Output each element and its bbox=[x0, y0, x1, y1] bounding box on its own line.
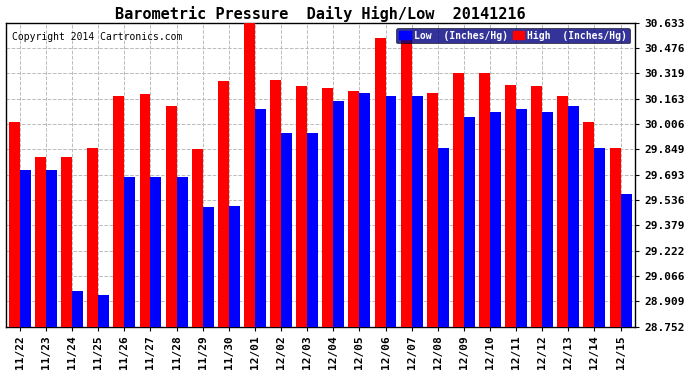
Bar bbox=[35, 158, 46, 327]
Bar bbox=[307, 133, 318, 327]
Bar bbox=[139, 94, 150, 327]
Bar bbox=[531, 86, 542, 327]
Bar bbox=[244, 23, 255, 327]
Bar bbox=[322, 88, 333, 327]
Bar bbox=[479, 73, 490, 327]
Bar bbox=[412, 96, 422, 327]
Bar bbox=[569, 106, 580, 327]
Bar bbox=[609, 148, 620, 327]
Bar bbox=[270, 80, 281, 327]
Bar bbox=[46, 170, 57, 327]
Bar bbox=[505, 85, 516, 327]
Bar bbox=[124, 177, 135, 327]
Bar bbox=[9, 122, 20, 327]
Bar bbox=[296, 86, 307, 327]
Bar bbox=[437, 148, 448, 327]
Bar bbox=[375, 38, 386, 327]
Bar bbox=[192, 149, 203, 327]
Bar bbox=[620, 195, 631, 327]
Bar bbox=[88, 148, 98, 327]
Title: Barometric Pressure  Daily High/Low  20141216: Barometric Pressure Daily High/Low 20141… bbox=[115, 6, 526, 21]
Bar bbox=[203, 207, 214, 327]
Text: Copyright 2014 Cartronics.com: Copyright 2014 Cartronics.com bbox=[12, 32, 182, 42]
Bar bbox=[359, 93, 371, 327]
Bar bbox=[218, 81, 229, 327]
Bar bbox=[150, 177, 161, 327]
Bar bbox=[595, 148, 605, 327]
Bar bbox=[72, 291, 83, 327]
Bar bbox=[98, 295, 109, 327]
Bar bbox=[229, 206, 240, 327]
Bar bbox=[453, 73, 464, 327]
Bar bbox=[113, 96, 124, 327]
Bar bbox=[464, 117, 475, 327]
Bar bbox=[490, 112, 501, 327]
Bar bbox=[542, 112, 553, 327]
Bar bbox=[516, 109, 527, 327]
Bar bbox=[401, 38, 412, 327]
Bar bbox=[558, 96, 569, 327]
Bar bbox=[20, 170, 31, 327]
Bar bbox=[386, 96, 397, 327]
Bar bbox=[177, 177, 188, 327]
Bar bbox=[166, 106, 177, 327]
Bar bbox=[584, 122, 595, 327]
Bar bbox=[61, 158, 72, 327]
Bar bbox=[333, 101, 344, 327]
Bar bbox=[255, 109, 266, 327]
Bar bbox=[281, 133, 292, 327]
Bar bbox=[427, 93, 437, 327]
Legend: Low  (Inches/Hg), High  (Inches/Hg): Low (Inches/Hg), High (Inches/Hg) bbox=[396, 28, 630, 44]
Bar bbox=[348, 91, 359, 327]
